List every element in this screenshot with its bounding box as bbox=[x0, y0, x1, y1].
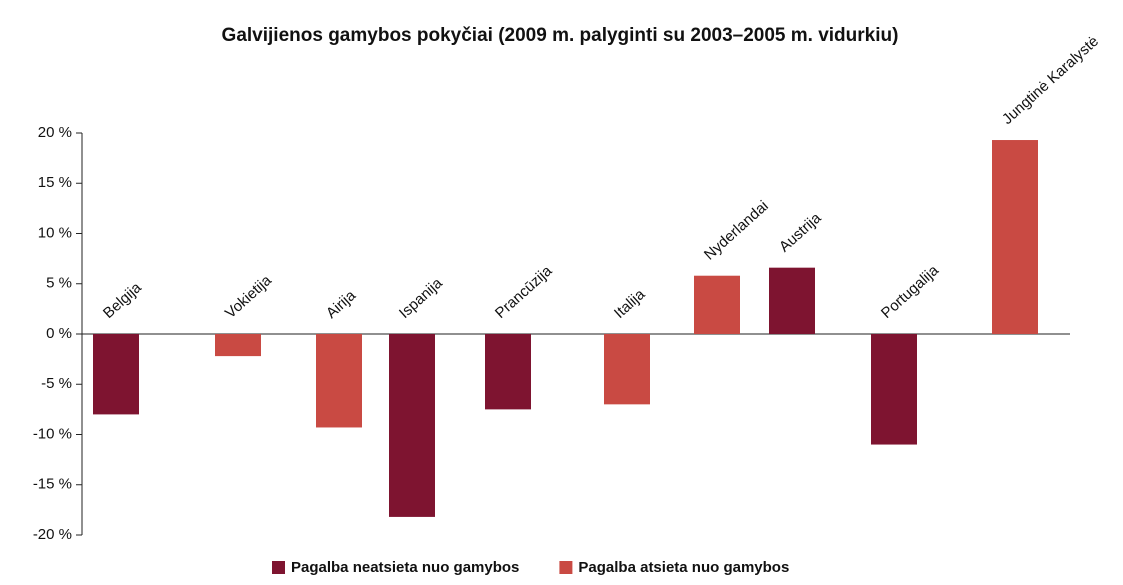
x-tick-label: Portugalija bbox=[878, 261, 943, 321]
legend-label: Pagalba atsieta nuo gamybos bbox=[578, 559, 789, 576]
bar bbox=[871, 334, 917, 445]
x-tick-label: Airija bbox=[323, 287, 360, 322]
bar bbox=[93, 334, 139, 415]
bar bbox=[694, 275, 740, 334]
y-tick-label: -5 % bbox=[41, 375, 72, 392]
bar bbox=[316, 334, 362, 428]
y-tick-label: -20 % bbox=[33, 526, 72, 543]
x-tick-label: Ispanija bbox=[396, 274, 446, 322]
legend-swatch bbox=[272, 561, 285, 574]
bar bbox=[485, 334, 531, 410]
y-tick-label: 10 % bbox=[38, 224, 72, 241]
legend-swatch bbox=[559, 561, 573, 574]
x-tick-label: Nyderlandai bbox=[701, 197, 772, 263]
x-tick-label: Vokietija bbox=[222, 271, 275, 321]
y-tick-label: 20 % bbox=[38, 124, 72, 141]
x-tick-label: Italija bbox=[611, 285, 649, 322]
x-tick-label: Austrija bbox=[776, 209, 825, 256]
x-tick-label: Belgija bbox=[100, 279, 145, 322]
chart-title: Galvijienos gamybos pokyčiai (2009 m. pa… bbox=[222, 25, 899, 46]
y-tick-label: 0 % bbox=[46, 325, 72, 342]
x-tick-label: Prancūzija bbox=[492, 262, 556, 322]
bar bbox=[769, 267, 815, 334]
x-tick-label: Jungtinė Karalystė bbox=[999, 33, 1102, 128]
y-tick-label: -10 % bbox=[33, 425, 72, 442]
bar bbox=[215, 334, 261, 357]
bar bbox=[389, 334, 435, 517]
y-tick-label: -15 % bbox=[33, 476, 72, 493]
legend-label: Pagalba neatsieta nuo gamybos bbox=[291, 559, 519, 576]
bar bbox=[604, 334, 650, 405]
y-tick-label: 15 % bbox=[38, 174, 72, 191]
y-tick-label: 5 % bbox=[46, 275, 72, 292]
bar bbox=[992, 140, 1038, 334]
